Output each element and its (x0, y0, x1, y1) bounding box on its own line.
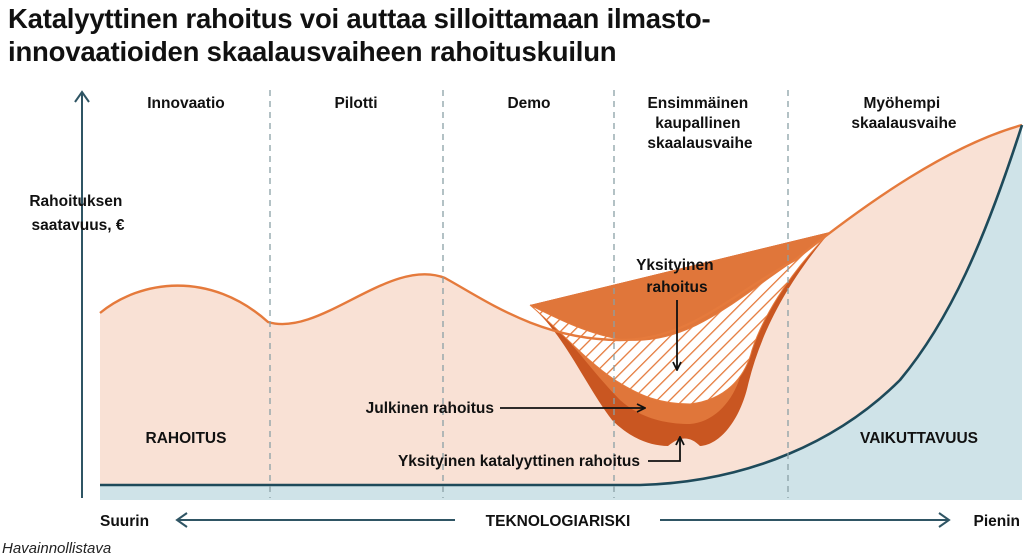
chart-title: Katalyyttinen rahoitus voi auttaa silloi… (8, 2, 1018, 68)
y-axis-arrowhead (74, 90, 90, 103)
impact-curve (100, 124, 1024, 487)
private-funding-label-line: rahoitus (646, 279, 707, 296)
x-axis-right-label: Pienin (973, 513, 1020, 530)
public-funding-label: Julkinen rahoitus (366, 400, 494, 417)
phase-label-line: Innovaatio (147, 95, 225, 112)
illustrative-note: Havainnollistava (2, 540, 112, 557)
title-line-2: innovaatioiden skaalausvaiheen rahoitusk… (8, 36, 617, 67)
impact-area-label: VAIKUTTAVUUS (860, 430, 978, 447)
phase-label-innovation: Innovaatio (147, 95, 225, 112)
phase-label-pilot: Pilotti (334, 95, 377, 112)
x-axis-right-arrowhead (938, 512, 951, 528)
phase-label-later-scaling: Myöhempi skaalausvaihe (851, 95, 957, 132)
funding-area-label: RAHOITUS (146, 430, 227, 447)
x-axis: Suurin TEKNOLOGIARISKI Pienin (100, 512, 1020, 530)
phase-label-line: Demo (507, 95, 550, 112)
y-axis-label-line-1: Rahoituksen (29, 193, 122, 210)
x-axis-left-label: Suurin (100, 513, 149, 530)
x-axis-left-arrowhead (175, 512, 188, 528)
phase-label-first-commercial: Ensimmäinen kaupallinen skaalausvaihe (647, 95, 753, 152)
catalytic-funding-label: Yksityinen katalyyttinen rahoitus (398, 453, 640, 470)
catalytic-funding-pointer (648, 437, 680, 462)
phase-label-demo: Demo (507, 95, 550, 112)
y-axis-label: Rahoituksen saatavuus, € (29, 193, 126, 234)
phase-label-line: Myöhempi (864, 95, 941, 112)
phase-label-line: skaalausvaihe (851, 115, 957, 132)
y-axis-label-line-2: saatavuus, € (31, 217, 124, 234)
funding-area (100, 125, 1022, 500)
phase-label-line: skaalausvaihe (647, 135, 753, 152)
private-funding-label-line: Yksityinen (636, 257, 714, 274)
phase-label-line: Pilotti (334, 95, 377, 112)
impact-area (100, 125, 1022, 500)
private-funding-label: Yksityinen rahoitus (636, 257, 718, 296)
phase-label-line: kaupallinen (655, 115, 740, 132)
phase-label-line: Ensimmäinen (647, 95, 748, 112)
phase-dividers (269, 90, 789, 498)
funding-curve (99, 123, 1023, 342)
y-axis (74, 90, 90, 498)
x-axis-label: TEKNOLOGIARISKI (486, 513, 631, 530)
title-line-1: Katalyyttinen rahoitus voi auttaa silloi… (8, 3, 711, 34)
